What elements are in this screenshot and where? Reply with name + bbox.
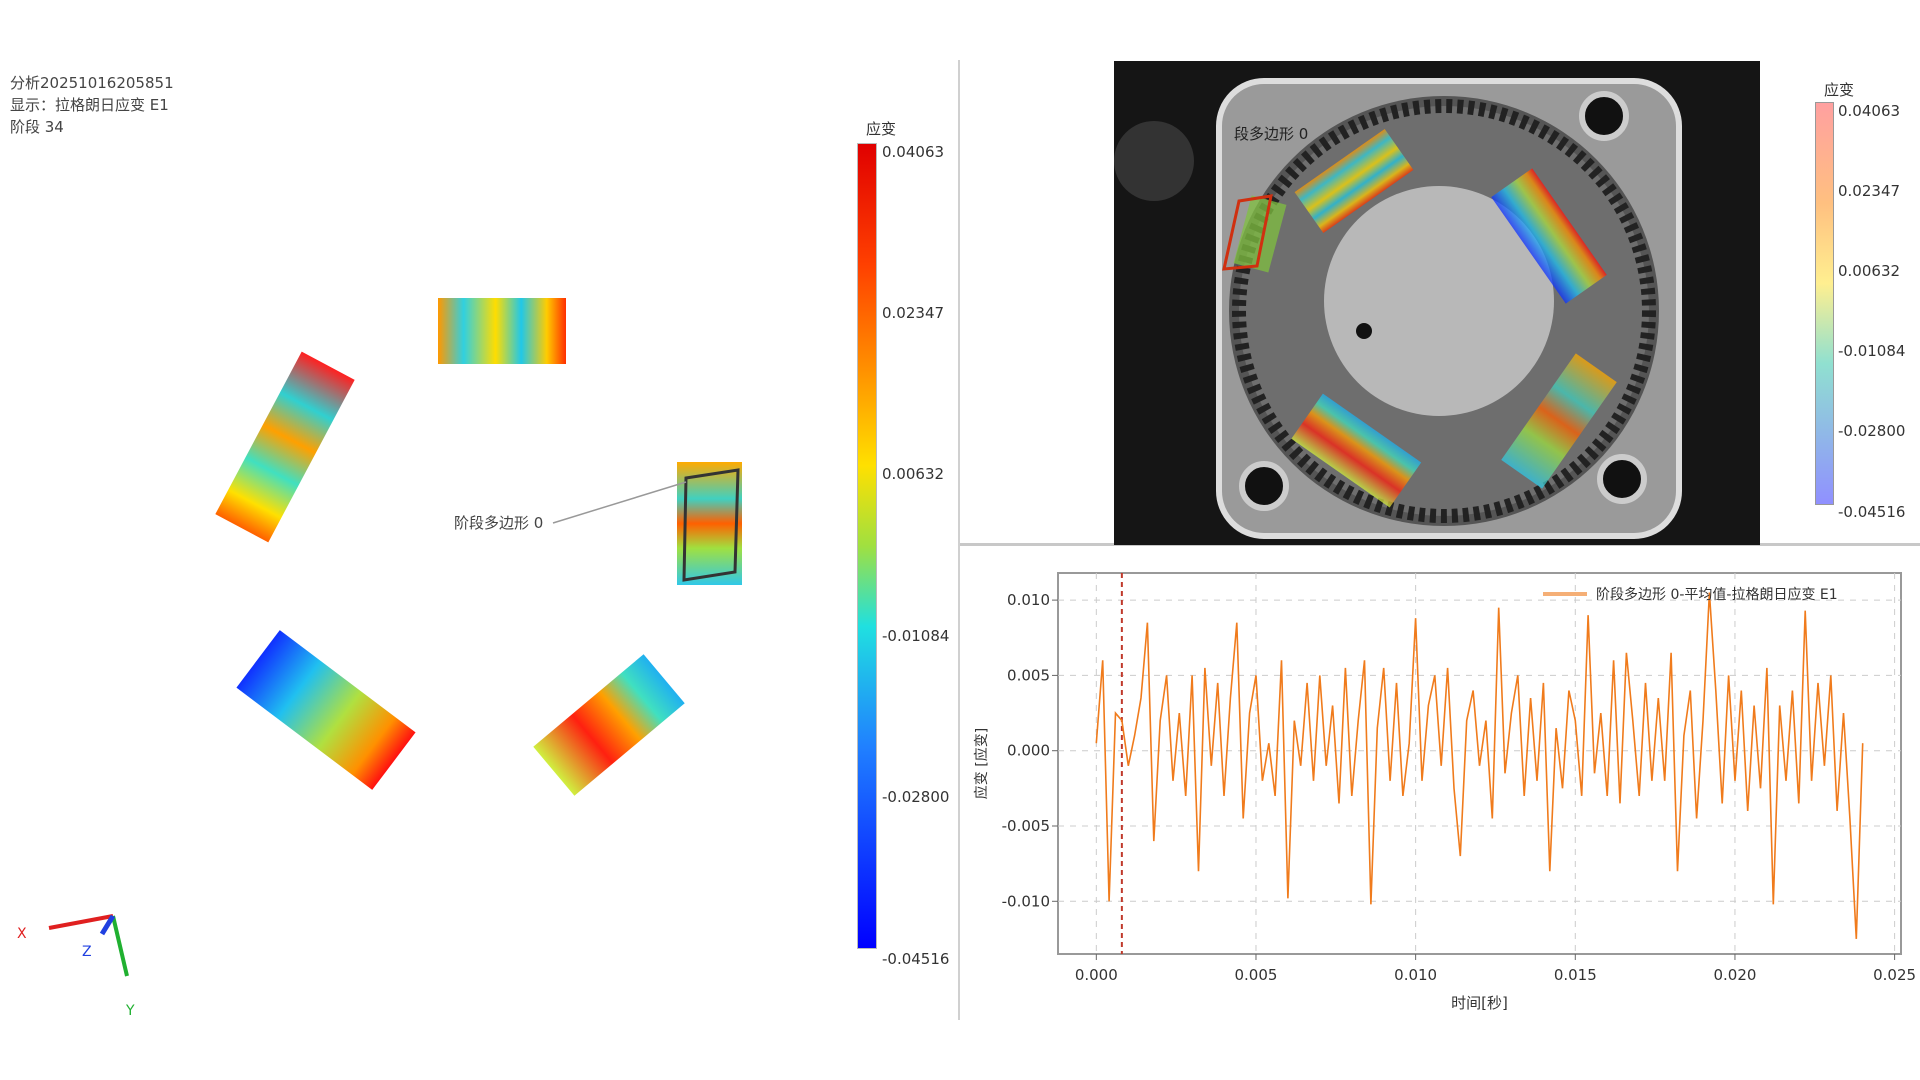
colorbar-tick: 0.02347 [1838,182,1901,200]
strain-patch-upper-left [215,351,355,543]
y-tick-label: -0.005 [1002,817,1050,835]
stage-polygon[interactable] [682,468,740,582]
strain-time-chart[interactable]: 0.000 0.005 0.010 0.015 0.020 0.025 0.010 0.005… [960,546,1920,1026]
strain-patch-top [438,298,566,364]
colorbar-tick: -0.01084 [882,627,950,645]
strain-overlay [1233,128,1617,508]
colorbar-title: 应变 [866,120,897,138]
series-line [1095,592,1864,939]
x-tick-label: 0.010 [1394,966,1437,984]
x-axis-label: 时间[秒] [1451,994,1508,1012]
x-tick-label: 0.025 [1873,966,1916,984]
colorbar-tick: -0.04516 [882,950,950,968]
x-tick-label: 0.005 [1235,966,1278,984]
axis-z-label: Z [82,944,92,960]
colorbar-tick: 0.00632 [882,465,945,483]
3d-view[interactable]: 阶段多边形 0 X Z Y [0,0,960,1040]
strain-patch-lower-right [533,654,685,796]
y-tick-label: 0.010 [1007,591,1050,609]
polygon-label: 阶段多边形 0 [454,514,543,532]
colorbar-tick: -0.01084 [1838,342,1906,360]
polygon-label-leader [552,481,687,524]
colorbar-tick: 0.00632 [1838,262,1901,280]
y-tick-label: 0.005 [1007,666,1050,684]
x-tick-label: 0.000 [1075,966,1118,984]
legend: 阶段多边形 0-平均值-拉格朗日应变 E1 [1543,586,1838,603]
camera-image: 段多边形 0 [1114,61,1760,545]
display-mode: 显示：拉格朗日应变 E1 [10,96,169,114]
colorbar-tick: -0.02800 [882,788,950,806]
camera-polygon-label: 段多边形 0 [1234,125,1308,143]
panel-divider-vertical[interactable] [958,60,960,1020]
colorbar-tick: 0.02347 [882,304,945,322]
analysis-name: 分析20251016205851 [10,74,174,92]
x-tick-label: 0.020 [1713,966,1756,984]
stage-number: 阶段 34 [10,118,64,136]
colorbar-tick: -0.04516 [1838,503,1906,521]
strain-patch-right [677,462,742,585]
camera-stage-polygon[interactable] [1222,194,1273,271]
analysis-info: 分析20251016205851 显示：拉格朗日应变 E1 阶段 34 [10,72,174,138]
axis-triad: X Z Y [17,914,135,1019]
strain-patch-lower-left [236,630,416,790]
y-tick-label: -0.010 [1002,892,1050,910]
colorbar-tick: 0.04063 [882,143,945,161]
axis-x-label: X [17,926,27,942]
colorbar-tick: -0.02800 [1838,422,1906,440]
x-tick-label: 0.015 [1554,966,1597,984]
y-axis-label: 应变 [应变] [973,728,990,799]
colorbar-tick: 0.04063 [1838,102,1901,120]
legend-label: 阶段多边形 0-平均值-拉格朗日应变 E1 [1596,586,1838,603]
y-tick-label: 0.000 [1007,742,1050,760]
axis-y-label: Y [125,1003,135,1019]
colorbar-title: 应变 [1824,81,1855,99]
